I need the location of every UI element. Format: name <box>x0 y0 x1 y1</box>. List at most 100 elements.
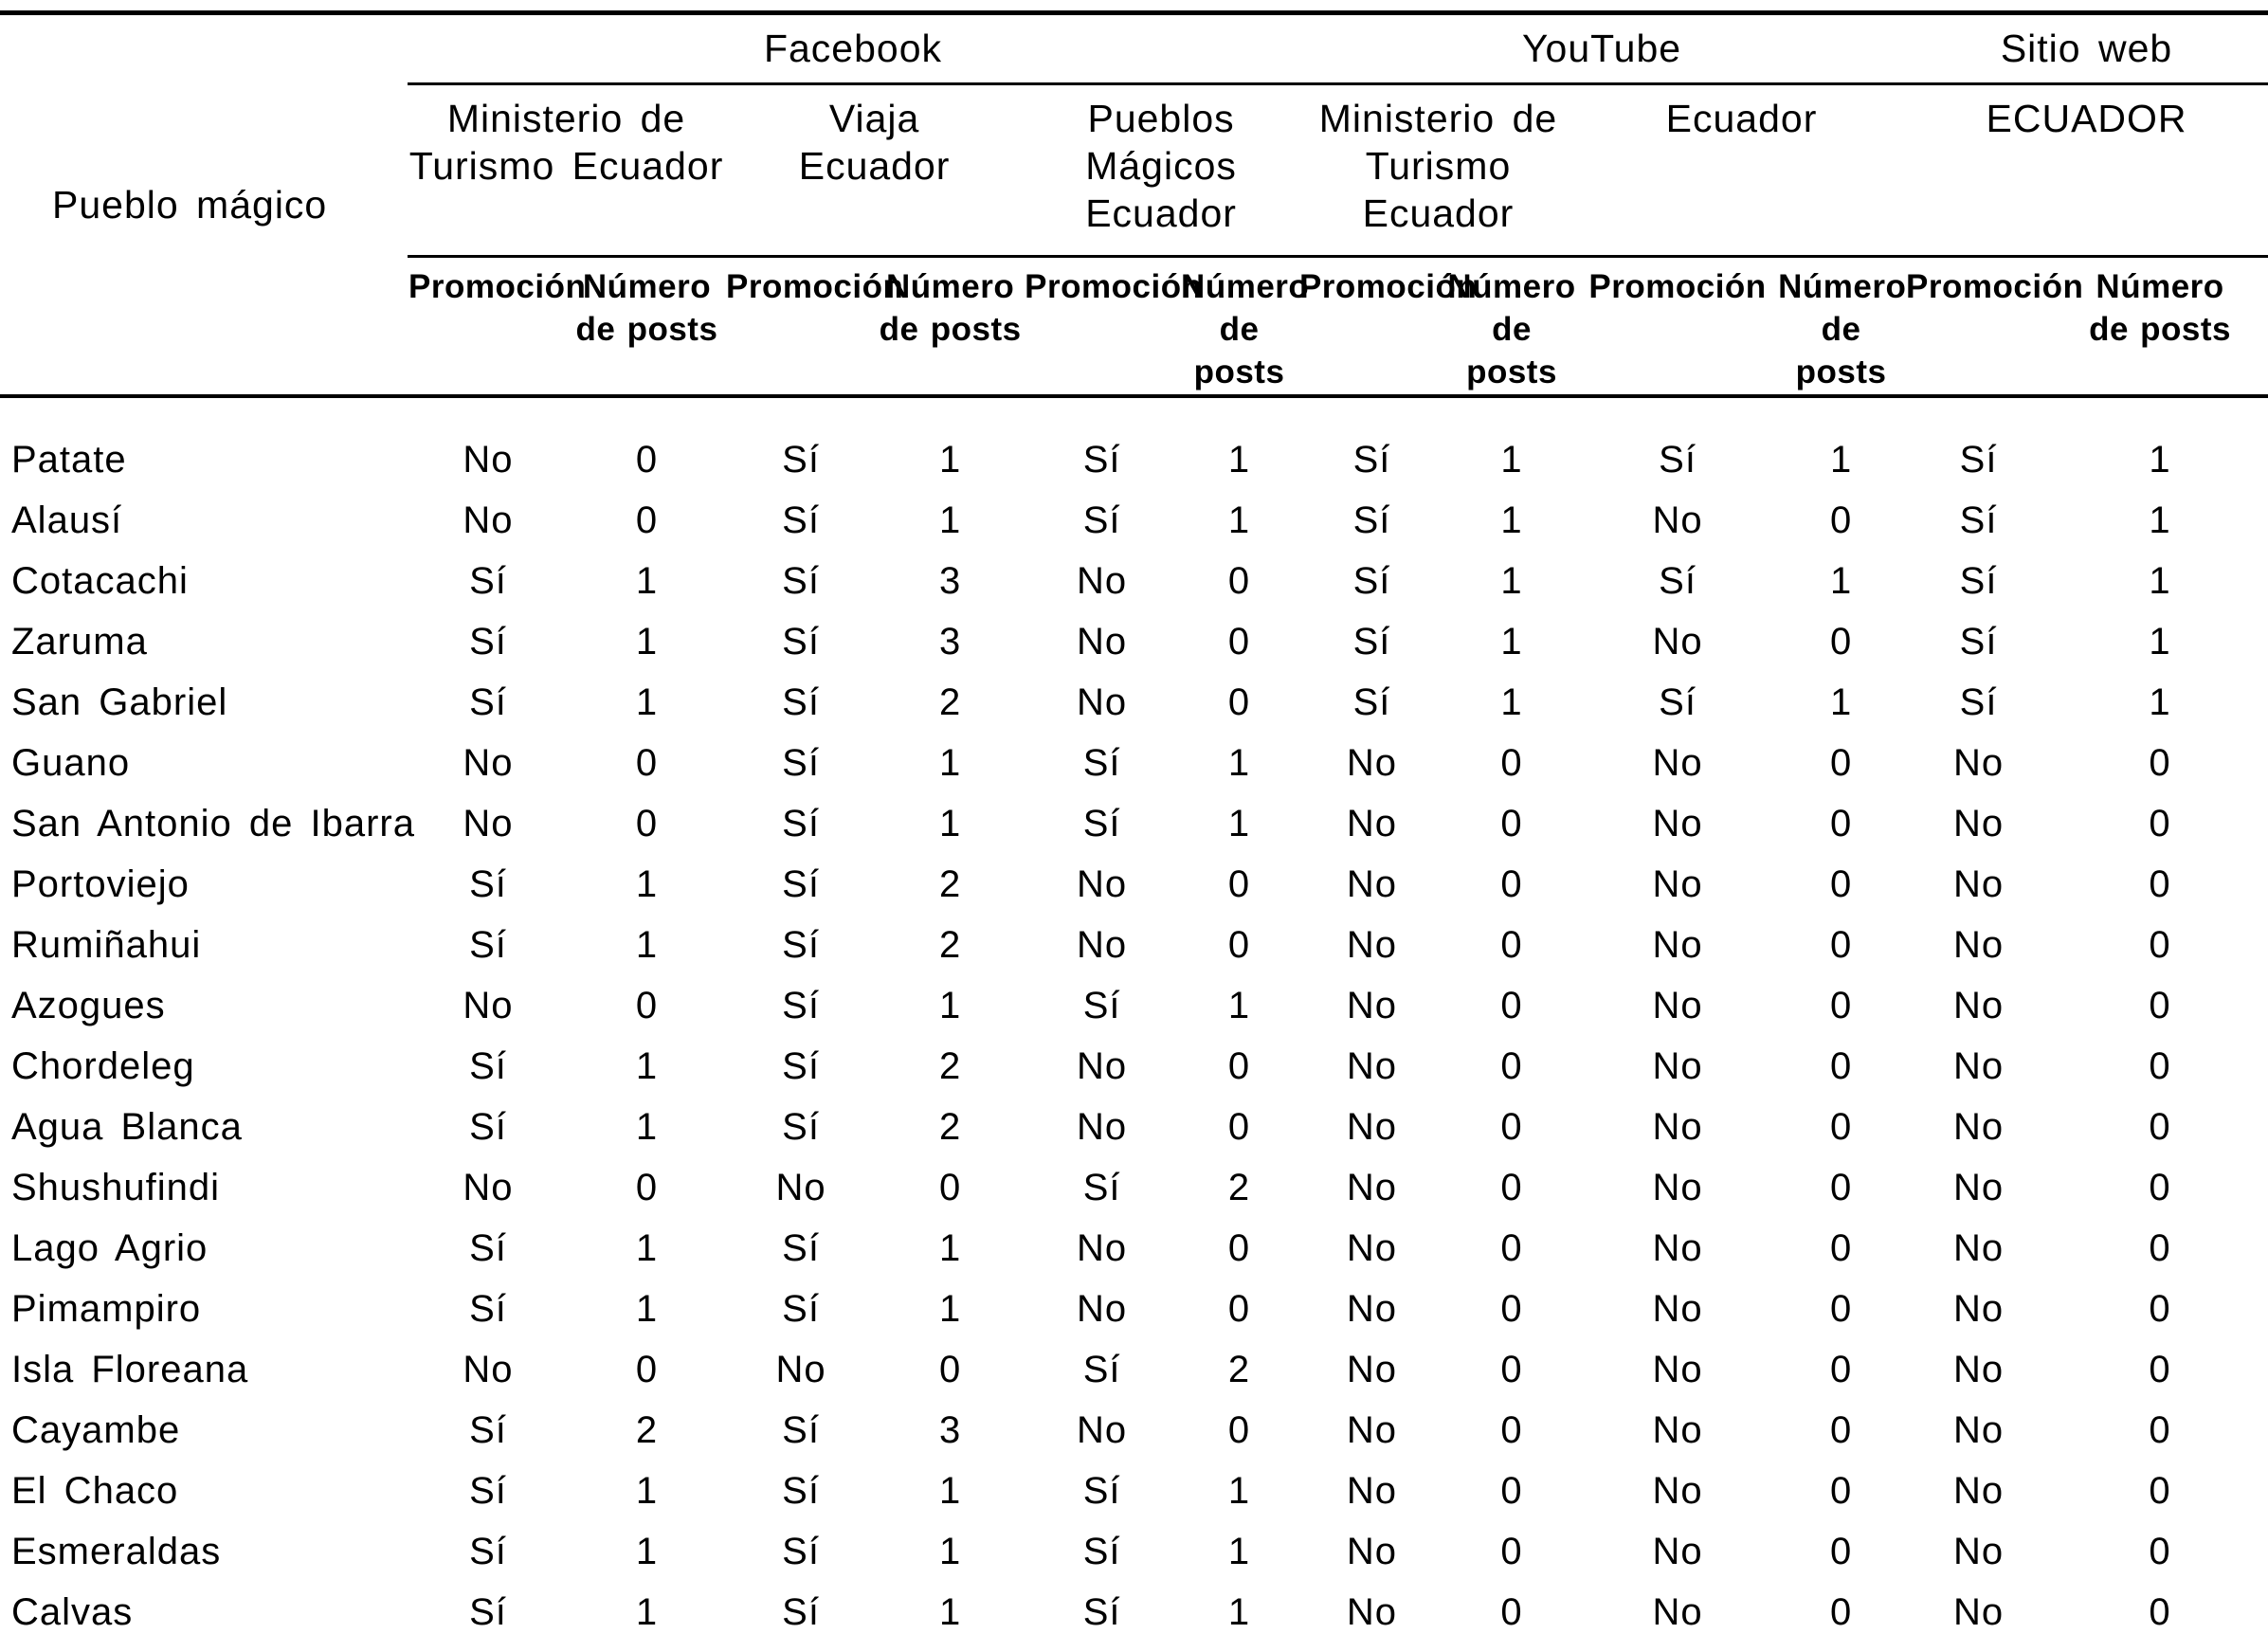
cell-value: 1 <box>635 1288 659 1330</box>
cell-value: 0 <box>1829 742 1853 784</box>
cell-value: No <box>1953 1470 2005 1512</box>
cell-value: 0 <box>1227 924 1251 966</box>
cell-value: Sí <box>469 1409 507 1451</box>
cell-value: No <box>1953 1531 2005 1572</box>
cell-value: Sí <box>469 681 507 723</box>
cell-value: 1 <box>1500 681 1523 723</box>
cell-value: Sí <box>469 924 507 966</box>
pueblo-name: San Gabriel <box>11 681 228 723</box>
table-row: Chordeleg Sí 1 Sí 2 No 0 No 0 No 0 No 0 <box>0 1036 2268 1097</box>
cell-value: Sí <box>782 681 820 723</box>
cell-value: 0 <box>2149 1531 2171 1572</box>
cell-value: No <box>1578 1643 1777 1652</box>
cell-value: 1 <box>1500 621 1523 663</box>
cell-value: 1 <box>1829 681 1853 723</box>
cell-value: Sí <box>1959 621 1998 663</box>
cell-value: 0 <box>1500 1167 1523 1208</box>
cell-value: 1 <box>939 742 962 784</box>
cell-value: 0 <box>1829 1409 1853 1451</box>
cell-value: 0 <box>2149 1106 2171 1148</box>
cell-value: No <box>1346 1227 1398 1269</box>
pueblo-name: Saraguro <box>0 1643 408 1652</box>
cell-value: 1 <box>1829 560 1853 602</box>
metric-header-numero-posts: Número de posts <box>575 268 718 348</box>
cell-value: 1 <box>1227 803 1251 844</box>
cell-value: 3 <box>939 560 962 602</box>
cell-value: 0 <box>2149 863 2171 905</box>
cell-value: No <box>463 499 514 541</box>
cell-value: No <box>1652 742 1703 784</box>
cell-value: 0 <box>1829 1349 1853 1390</box>
cell-value: 0 <box>1829 1591 1853 1633</box>
cell-value: No <box>1953 1167 2005 1208</box>
cell-value: No <box>1346 1349 1398 1390</box>
cell-value: Sí <box>1959 499 1998 541</box>
cell-value: 1 <box>635 1470 659 1512</box>
cell-value: Sí <box>1659 681 1696 723</box>
table-body: Patate No 0 Sí 1 Sí 1 Sí 1 Sí 1 Sí 1 Alausí No 0 Sí 1 Sí 1 S… <box>0 396 2268 1652</box>
cell-value: No <box>1077 1227 1128 1269</box>
cell-value: 0 <box>635 985 659 1026</box>
cell-value: No <box>1077 1288 1128 1330</box>
pueblo-name: Patate <box>11 439 127 481</box>
cell-value: Sí <box>782 1470 820 1512</box>
account-header-yt-ministerio-turismo: Ministerio de Turismo Ecuador <box>1297 83 1578 258</box>
column-header-pueblo-magico: Pueblo mágico <box>52 182 328 227</box>
cell-value: No <box>1652 1470 1703 1512</box>
cell-value: 0 <box>635 439 659 481</box>
cell-value: 1 <box>635 621 659 663</box>
cell-value: No <box>463 1167 514 1208</box>
table-row: Azogues No 0 Sí 1 Sí 1 No 0 No 0 No 0 <box>0 975 2268 1036</box>
cell-value: Sí <box>1659 439 1696 481</box>
cell-value: 0 <box>1829 1045 1853 1087</box>
cell-value: No <box>1652 924 1703 966</box>
table-row: Calvas Sí 1 Sí 1 Sí 1 No 0 No 0 No 0 <box>0 1582 2268 1643</box>
cell-value: 1 <box>939 439 962 481</box>
cell-value: 0 <box>2052 1643 2268 1652</box>
cell-value: 2 <box>939 1045 962 1087</box>
cell-value: No <box>1652 1531 1703 1572</box>
cell-value: Sí <box>469 863 507 905</box>
cell-value: 0 <box>1227 621 1251 663</box>
cell-value: Sí <box>469 1470 507 1512</box>
cell-value: 0 <box>939 1349 962 1390</box>
metric-header-numero-posts: Número de posts <box>1181 268 1310 390</box>
cell-value: Sí <box>1082 1167 1121 1208</box>
cell-value: 0 <box>1180 1643 1298 1652</box>
cell-value: 1 <box>939 803 962 844</box>
cell-value: 0 <box>1829 924 1853 966</box>
cell-value: Sí <box>782 863 820 905</box>
cell-value: 1 <box>1500 560 1523 602</box>
cell-value: Sí <box>1352 439 1391 481</box>
cell-value: 1 <box>939 1288 962 1330</box>
cell-value: 0 <box>1445 1643 1578 1652</box>
cell-value: Sí <box>469 1288 507 1330</box>
cell-value: 1 <box>1227 1470 1251 1512</box>
cell-value: 2 <box>1227 1349 1251 1390</box>
pueblo-name: Calvas <box>11 1591 134 1633</box>
account-header-yt-ecuador: Ecuador <box>1578 83 1906 258</box>
cell-value: 0 <box>635 499 659 541</box>
cell-value: 1 <box>1829 439 1853 481</box>
cell-value: No <box>1652 1167 1703 1208</box>
cell-value: 0 <box>2149 1167 2171 1208</box>
pueblo-name: Pimampiro <box>11 1288 202 1330</box>
cell-value: 0 <box>1227 1227 1251 1269</box>
cell-value: 1 <box>1227 985 1251 1026</box>
table-row: Zaruma Sí 1 Sí 3 No 0 Sí 1 No 0 Sí 1 <box>0 611 2268 672</box>
cell-value: Sí <box>782 1591 820 1633</box>
table-row: Pimampiro Sí 1 Sí 1 No 0 No 0 No 0 No 0 <box>0 1279 2268 1339</box>
table-row: Guano No 0 Sí 1 Sí 1 No 0 No 0 No 0 <box>0 733 2268 793</box>
cell-value: No <box>1024 1643 1180 1652</box>
cell-value: 0 <box>2149 924 2171 966</box>
cell-value: Sí <box>1082 439 1121 481</box>
cell-value: No <box>1953 1227 2005 1269</box>
cell-value: 0 <box>1227 560 1251 602</box>
cell-value: Sí <box>1352 681 1391 723</box>
cell-value: Sí <box>782 1227 820 1269</box>
table-row: Patate No 0 Sí 1 Sí 1 Sí 1 Sí 1 Sí 1 <box>0 396 2268 490</box>
cell-value: 1 <box>635 863 659 905</box>
cell-value: Sí <box>782 560 820 602</box>
cell-value: No <box>1298 1643 1445 1652</box>
cell-value: 1 <box>1500 499 1523 541</box>
